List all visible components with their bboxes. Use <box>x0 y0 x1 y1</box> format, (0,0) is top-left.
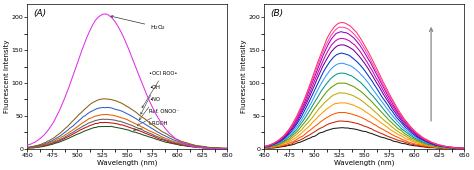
Y-axis label: Fluorescent Intensity: Fluorescent Intensity <box>241 40 247 113</box>
X-axis label: Wavelength (nm): Wavelength (nm) <box>97 159 157 166</box>
Text: H$_2$O$_2$: H$_2$O$_2$ <box>111 16 166 32</box>
Text: t-ROOH: t-ROOH <box>134 121 169 131</box>
Y-axis label: Fluorescent Intensity: Fluorescent Intensity <box>4 40 10 113</box>
X-axis label: Wavelength (nm): Wavelength (nm) <box>334 159 394 166</box>
Text: •NO: •NO <box>139 97 160 120</box>
Text: (A): (A) <box>34 8 46 18</box>
Text: Ref. ONOO⁻: Ref. ONOO⁻ <box>137 109 179 125</box>
Text: •OCl ROO•: •OCl ROO• <box>142 71 178 108</box>
Text: (B): (B) <box>271 8 283 18</box>
Text: •OH: •OH <box>141 85 160 114</box>
